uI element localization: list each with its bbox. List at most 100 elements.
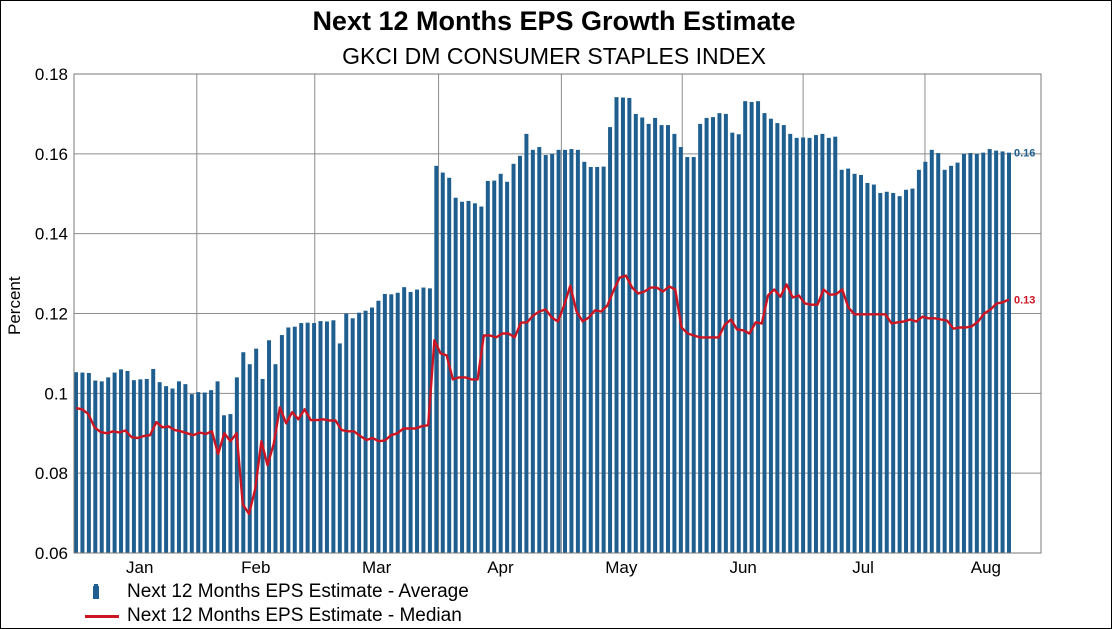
- bar-average: [157, 382, 162, 553]
- bar-average: [910, 188, 915, 553]
- bar-average: [176, 381, 181, 553]
- bar-average: [376, 300, 381, 553]
- bar-average: [453, 197, 458, 553]
- y-tick-label: 0.14: [35, 225, 68, 244]
- bar-average: [106, 377, 111, 553]
- bar-average: [511, 163, 516, 553]
- bar-average: [846, 168, 851, 554]
- bar-average: [254, 348, 259, 553]
- chart-legend: Next 12 Months EPS Estimate - Average Ne…: [85, 580, 469, 628]
- bar-average: [788, 133, 793, 553]
- bar-average: [904, 189, 909, 553]
- bar-average: [415, 289, 420, 553]
- bar-average: [241, 352, 246, 553]
- x-tick-label: Jun: [729, 558, 756, 577]
- bar-average: [916, 169, 921, 554]
- bar-average: [369, 307, 374, 553]
- bar-average: [196, 392, 201, 553]
- bar-average: [672, 133, 677, 553]
- bar-average: [768, 118, 773, 553]
- bar-average: [781, 125, 786, 554]
- bar-average: [665, 125, 670, 554]
- bar-average: [267, 340, 272, 553]
- bar-average: [994, 150, 999, 553]
- bar-average: [923, 161, 928, 554]
- legend-label-median: Next 12 Months EPS Estimate - Median: [127, 605, 462, 626]
- bar-average: [756, 101, 761, 553]
- bar-average: [807, 137, 812, 553]
- bar-average: [273, 364, 278, 553]
- bar-average: [299, 323, 304, 553]
- bar-average: [949, 165, 954, 553]
- bar-average: [891, 192, 896, 553]
- bar-average: [833, 136, 838, 553]
- bar-average: [1000, 151, 1005, 553]
- y-tick-label: 0.08: [35, 464, 68, 483]
- bar-average: [884, 191, 889, 554]
- bar-average: [942, 169, 947, 554]
- bar-average: [505, 181, 510, 553]
- bar-average: [131, 380, 136, 553]
- bar-average: [479, 206, 484, 554]
- y-tick-label: 0.12: [35, 305, 68, 324]
- chart-subtitle: GKCI DM CONSUMER STAPLES INDEX: [342, 43, 766, 69]
- bar-average: [595, 167, 600, 553]
- bar-average: [395, 292, 400, 553]
- bar-average: [125, 370, 130, 553]
- bar-average: [614, 97, 619, 553]
- bar-average: [685, 157, 690, 553]
- bar-average: [144, 378, 149, 553]
- bar-average: [537, 147, 542, 554]
- bar-average: [183, 384, 188, 553]
- bar-average: [865, 182, 870, 553]
- y-tick-label: 0.06: [35, 544, 68, 563]
- bar-average: [640, 117, 645, 554]
- bar-average: [968, 153, 973, 553]
- bar-average: [582, 161, 587, 554]
- bar-average: [633, 113, 638, 554]
- bar-average: [543, 155, 548, 554]
- bar-average: [852, 173, 857, 553]
- legend-line-swatch-icon: [85, 606, 119, 626]
- bar-average: [93, 380, 98, 553]
- bar-average: [608, 127, 613, 553]
- bar-average: [99, 381, 104, 553]
- bar-average: [331, 320, 336, 553]
- bar-average: [189, 394, 194, 553]
- bar-average: [357, 312, 362, 553]
- bar-average: [466, 200, 471, 553]
- bar-average: [260, 378, 265, 553]
- bar-average: [878, 192, 883, 553]
- bar-average: [74, 372, 78, 553]
- bar-average: [859, 174, 864, 553]
- bar-average: [569, 149, 574, 553]
- bar-average: [1007, 152, 1011, 553]
- bar-average: [318, 321, 323, 553]
- bar-average: [524, 133, 529, 553]
- bar-average: [723, 113, 728, 554]
- bar-average: [961, 153, 966, 554]
- bar-average: [337, 343, 342, 553]
- bar-average: [711, 117, 716, 554]
- bar-average: [151, 368, 156, 553]
- bar-average: [929, 149, 934, 553]
- bar-average: [228, 414, 233, 553]
- bar-average: [556, 149, 561, 553]
- bar-average: [775, 123, 780, 553]
- bar-average: [550, 153, 555, 554]
- bar-average: [382, 293, 387, 553]
- legend-entry-average: Next 12 Months EPS Estimate - Average: [85, 580, 469, 604]
- bar-average: [762, 113, 767, 553]
- bar-average: [730, 132, 735, 554]
- bar-average: [209, 390, 214, 553]
- bar-average: [936, 153, 941, 553]
- plot-border: [73, 73, 1042, 554]
- bar-average: [530, 149, 535, 553]
- bar-average: [119, 369, 124, 553]
- x-tick-label: May: [605, 558, 638, 577]
- bar-average: [839, 169, 844, 554]
- y-tick-label: 0.1: [44, 384, 68, 403]
- bar-average: [563, 149, 568, 553]
